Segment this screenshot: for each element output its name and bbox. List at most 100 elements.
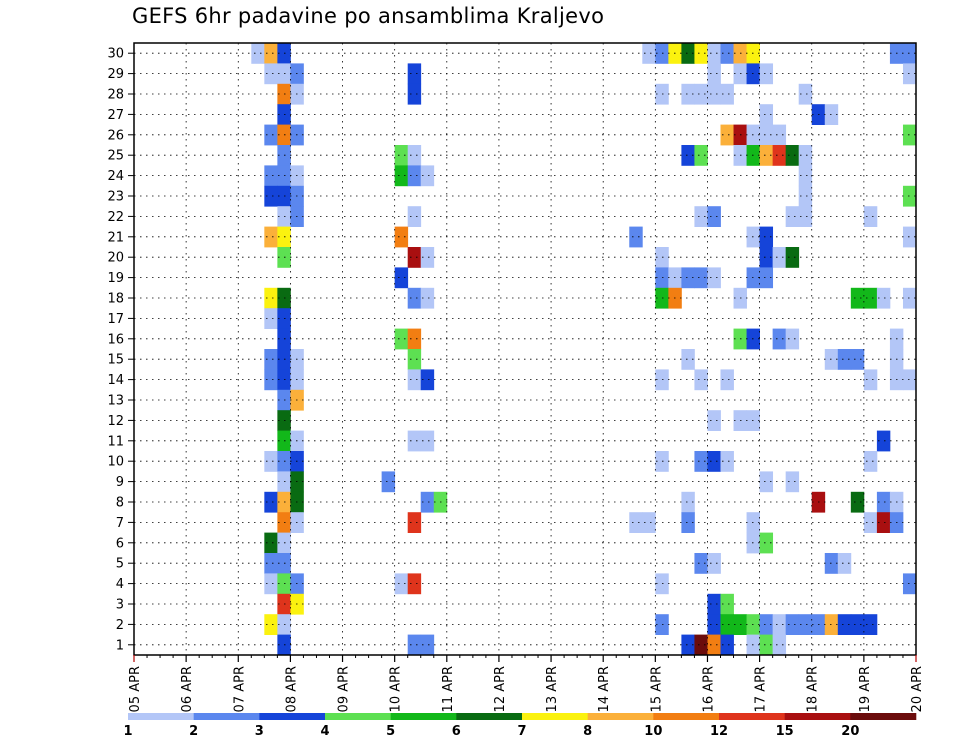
heatmap-cell	[720, 451, 734, 472]
heatmap-cell	[759, 634, 774, 656]
legend-label: 4	[320, 724, 329, 739]
x-tick-label: 05 APR	[128, 666, 143, 712]
heatmap-cell	[407, 247, 422, 268]
heatmap-cell	[850, 287, 865, 309]
heatmap-cell	[798, 206, 813, 227]
heatmap-cell	[785, 614, 800, 635]
heatmap-cell	[420, 634, 435, 656]
heatmap-cell	[707, 614, 721, 635]
heatmap-cell	[264, 63, 278, 85]
heatmap-cell	[420, 165, 435, 187]
legend-label: 6	[452, 724, 461, 739]
heatmap-cell	[407, 634, 422, 656]
heatmap-cell	[772, 124, 787, 146]
heatmap-cell	[407, 573, 422, 595]
heatmap-cell	[863, 614, 878, 635]
y-tick-label: 23	[107, 190, 124, 205]
y-tick-label: 16	[107, 332, 124, 347]
y-tick-label: 25	[107, 149, 124, 164]
heatmap-cell	[681, 349, 695, 370]
x-tick-label: 13 APR	[545, 666, 560, 712]
legend-swatch	[719, 713, 785, 720]
legend-label: 3	[255, 724, 264, 739]
heatmap-cell	[694, 145, 708, 166]
heatmap-cell	[629, 512, 643, 533]
legend-swatch	[325, 713, 391, 720]
heatmap-cell	[264, 165, 278, 187]
y-tick-label: 8	[116, 496, 124, 511]
heatmap-cell	[694, 267, 708, 289]
heatmap-cell	[902, 185, 917, 207]
legend-swatch	[587, 713, 654, 720]
heatmap-cell	[902, 369, 917, 391]
heatmap-cell	[785, 206, 800, 227]
y-tick-label: 10	[107, 455, 124, 470]
y-tick-label: 26	[107, 128, 124, 143]
heatmap-cell	[863, 512, 878, 533]
heatmap-cell	[251, 43, 265, 64]
heatmap-cell	[394, 226, 409, 248]
x-tick-label: 07 APR	[232, 666, 247, 712]
heatmap-cell	[264, 124, 278, 146]
legend-label: 8	[583, 724, 592, 739]
heatmap-cell	[264, 491, 278, 513]
heatmap-cell	[798, 165, 813, 187]
heatmap-cell	[394, 145, 409, 166]
heatmap-cell	[264, 185, 278, 207]
heatmap-cell	[694, 206, 708, 227]
heatmap-cell	[264, 451, 278, 472]
heatmap-cell	[264, 614, 278, 635]
heatmap-cell	[759, 63, 774, 85]
heatmap-cell	[394, 165, 409, 187]
grid-lines	[134, 43, 916, 655]
heatmap-cell	[694, 451, 708, 472]
heatmap-cell	[863, 287, 878, 309]
x-tick-label: 15 APR	[649, 666, 664, 712]
y-axis: 1234567891011121314151617181920212223242…	[107, 47, 134, 653]
heatmap-cell	[759, 247, 774, 268]
y-tick-label: 4	[116, 577, 124, 592]
heatmap-cell	[694, 43, 708, 64]
heatmap-cell	[720, 634, 734, 656]
heatmap-cell	[759, 145, 774, 166]
heatmap-cell	[707, 43, 721, 64]
legend-swatch	[850, 713, 917, 720]
heatmap-cell	[876, 512, 891, 533]
legend-swatch	[456, 713, 523, 720]
y-tick-label: 2	[116, 618, 124, 633]
heatmap-cell	[407, 287, 422, 309]
y-tick-label: 9	[116, 475, 124, 490]
heatmap-cell	[264, 287, 278, 309]
legend-label: 15	[776, 724, 794, 739]
heatmap-cell	[407, 349, 422, 370]
y-tick-label: 5	[116, 557, 124, 572]
heatmap-cell	[772, 634, 787, 656]
heatmap-cell	[420, 287, 435, 309]
heatmap-cell	[785, 471, 800, 493]
heatmap-cell	[407, 63, 422, 85]
legend-label: 2	[189, 724, 198, 739]
heatmap-cell	[642, 512, 656, 533]
x-tick-label: 19 APR	[858, 666, 873, 712]
heatmap-cell	[407, 369, 422, 391]
heatmap-cell	[381, 471, 396, 493]
heatmap-cell	[720, 614, 734, 635]
heatmap-cell	[720, 593, 734, 615]
heatmap-cell	[772, 328, 787, 350]
heatmap-cell	[407, 328, 422, 350]
heatmap-cell	[902, 43, 917, 64]
heatmap-cell	[902, 287, 917, 309]
heatmap-cell	[863, 206, 878, 227]
heatmap-cell	[720, 83, 734, 105]
heatmap-cell	[681, 83, 695, 105]
x-tick-label: 16 APR	[701, 666, 716, 712]
legend-swatch	[259, 713, 326, 720]
heatmap-cell	[420, 369, 435, 391]
heatmap-cell	[420, 247, 435, 268]
heatmap-cell	[407, 512, 422, 533]
heatmap-cell	[407, 83, 422, 105]
heatmap-cell	[863, 369, 878, 391]
heatmap-cell	[694, 553, 708, 574]
heatmap-cell	[264, 349, 278, 370]
